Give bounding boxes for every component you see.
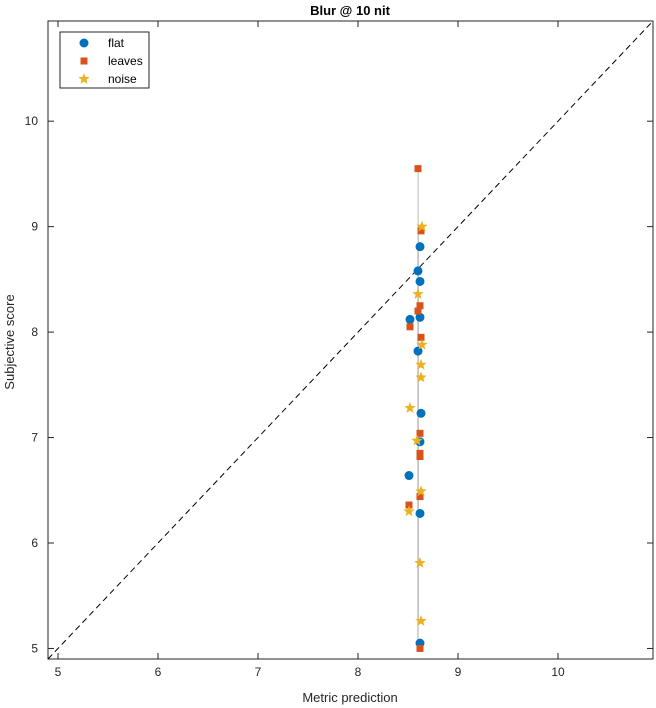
legend-box: [59, 31, 150, 89]
leaves-point: [417, 227, 425, 235]
leaves-point: [416, 644, 424, 652]
leaves-point: [406, 323, 414, 331]
x-axis-ticks: 5 6 7 8 9 10: [55, 21, 565, 679]
x-tick-label: 8: [355, 665, 362, 679]
noise-point: [416, 220, 428, 232]
leaves-point: [416, 493, 424, 501]
x-tick-label: 5: [55, 665, 62, 679]
flat-point: [415, 312, 425, 322]
flat-point: [404, 471, 414, 481]
legend-marker: [79, 38, 89, 48]
legend: flat leaves noise: [59, 31, 150, 89]
legend-item-flat: flat: [79, 36, 125, 50]
data-points: [403, 165, 428, 652]
flat-point: [415, 242, 425, 252]
flat-point: [415, 508, 425, 518]
legend-label: noise: [108, 72, 137, 86]
noise-point: [415, 358, 427, 370]
noise-point: [414, 557, 426, 568]
y-tick-label: 9: [31, 220, 38, 234]
y-axis-ticks: 5 6 7 8 9 10: [25, 114, 653, 655]
flat-point: [415, 276, 425, 286]
legend-label: flat: [108, 36, 125, 50]
chart-title: Blur @ 10 nit: [310, 3, 391, 18]
series-noise: [403, 220, 428, 626]
noise-point: [403, 505, 415, 517]
leaves-point: [416, 453, 424, 461]
x-tick-label: 10: [551, 665, 565, 679]
noise-point: [415, 485, 427, 497]
noise-point: [416, 338, 428, 350]
x-tick-label: 9: [455, 665, 462, 679]
x-tick-label: 6: [155, 665, 162, 679]
connector-lines: [417, 168, 419, 649]
legend-item-leaves: leaves: [80, 54, 143, 68]
leaves-point: [416, 429, 424, 437]
leaves-point: [405, 501, 413, 509]
flat-point: [405, 314, 415, 324]
identity-reference-line: [47, 20, 654, 660]
noise-point: [415, 371, 427, 383]
y-tick-label: 7: [31, 431, 38, 445]
leaves-point: [416, 302, 424, 310]
y-tick-label: 8: [31, 325, 38, 339]
noise-point: [411, 434, 423, 446]
series-leaves: [405, 165, 425, 652]
legend-item-noise: noise: [78, 72, 137, 86]
flat-point: [413, 266, 423, 276]
legend-label: leaves: [108, 54, 143, 68]
y-tick-label: 6: [31, 536, 38, 550]
y-axis-label: Subjective score: [2, 294, 17, 389]
leaves-point: [414, 165, 422, 173]
flat-point: [416, 408, 426, 418]
noise-point: [415, 615, 427, 626]
x-axis-label: Metric prediction: [302, 690, 397, 705]
x-tick-label: 7: [255, 665, 262, 679]
noise-point: [404, 402, 416, 413]
flat-point: [413, 346, 423, 356]
legend-marker: [80, 57, 88, 65]
y-tick-label: 5: [31, 641, 38, 655]
y-tick-label: 10: [25, 114, 39, 128]
legend-marker: [78, 73, 90, 84]
leaves-point: [417, 333, 425, 341]
leaves-point: [414, 307, 422, 315]
noise-point: [412, 288, 424, 299]
